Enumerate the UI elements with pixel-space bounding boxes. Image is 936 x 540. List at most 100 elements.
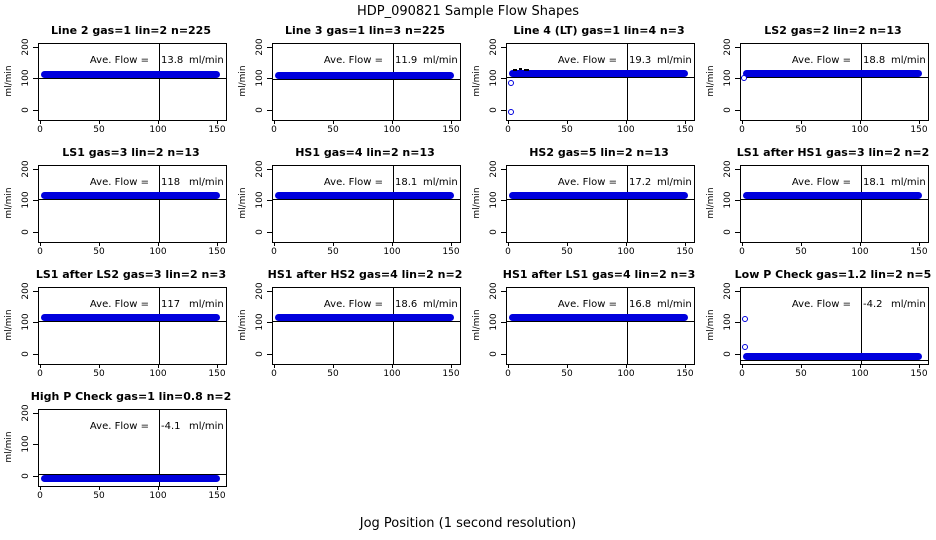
ave-flow-label: Ave. Flow = [323, 299, 383, 310]
trace-line-horizontal [273, 199, 460, 200]
x-tick-label: 0 [271, 369, 277, 379]
x-tick-label: 50 [327, 369, 339, 379]
y-tick-label: 200 [723, 160, 733, 178]
x-tick-label: 150 [910, 125, 928, 135]
flow-band [275, 192, 454, 199]
y-tick-label: 0 [489, 229, 499, 235]
flow-band [743, 192, 922, 199]
x-tick [217, 120, 218, 124]
y-tick-label: 100 [489, 191, 499, 209]
plot-box: Ave. Flow = 117 ml/min [38, 287, 227, 365]
y-tick [267, 200, 272, 201]
start-noise-mark [524, 69, 529, 71]
x-tick [274, 364, 275, 368]
y-tick [735, 78, 740, 79]
ave-flow-label: Ave. Flow = [557, 177, 617, 188]
ave-flow-unit: ml/min [423, 55, 458, 66]
x-tick-label: 150 [442, 125, 460, 135]
x-tick [451, 242, 452, 246]
y-tick [735, 110, 740, 111]
x-tick [274, 242, 275, 246]
x-tick [158, 486, 159, 490]
x-tick [508, 364, 509, 368]
x-tick [742, 242, 743, 246]
x-tick [99, 120, 100, 124]
x-tick [333, 364, 334, 368]
ave-flow-unit: ml/min [189, 299, 224, 310]
ave-flow-label: Ave. Flow = [323, 55, 383, 66]
plot-box: Ave. Flow = 16.8 ml/min [506, 287, 695, 365]
y-tick [33, 291, 38, 292]
y-axis-unit-label: ml/min [472, 65, 482, 97]
trace-line-horizontal [741, 77, 928, 78]
flow-panel: HS2 gas=5 lin=2 n=13 Ave. Flow = 17.2 ml/mi… [468, 144, 702, 266]
ref-line-vertical [861, 288, 862, 364]
ave-flow-unit: ml/min [657, 299, 692, 310]
y-tick-label: 100 [723, 191, 733, 209]
x-tick [40, 486, 41, 490]
y-axis-unit-label: ml/min [4, 65, 14, 97]
x-tick-label: 0 [739, 247, 745, 257]
plot-box: Ave. Flow = 13.8 ml/min [38, 43, 227, 121]
x-tick-label: 50 [795, 125, 807, 135]
x-tick-label: 150 [910, 369, 928, 379]
x-tick [451, 120, 452, 124]
flow-band [743, 353, 922, 360]
flow-band [509, 192, 688, 199]
x-tick [333, 120, 334, 124]
y-axis-unit-label: ml/min [472, 187, 482, 219]
y-tick-label: 100 [21, 313, 31, 331]
panel-title: LS1 after LS2 gas=3 lin=2 n=3 [35, 268, 227, 281]
x-tick-label: 150 [676, 369, 694, 379]
ave-flow-unit: ml/min [891, 299, 926, 310]
start-noise-mark [519, 68, 522, 70]
x-tick [158, 364, 159, 368]
ave-flow-unit: ml/min [657, 177, 692, 188]
panel-title: LS2 gas=2 lin=2 n=13 [764, 24, 902, 37]
ave-flow-label: Ave. Flow = [323, 177, 383, 188]
y-axis-unit-label: ml/min [4, 431, 14, 463]
y-tick [501, 47, 506, 48]
flow-panel: LS1 after HS1 gas=3 lin=2 n=2 Ave. Flow =… [702, 144, 936, 266]
flow-band [41, 314, 220, 321]
y-tick-label: 0 [255, 107, 265, 113]
plot-box: Ave. Flow = 118 ml/min [38, 165, 227, 243]
y-tick-label: 200 [255, 38, 265, 56]
flow-panel: LS1 after LS2 gas=3 lin=2 n=3 Ave. Flow =… [0, 266, 234, 388]
y-tick [267, 291, 272, 292]
panel-title: LS1 after HS1 gas=3 lin=2 n=2 [736, 146, 930, 159]
y-tick-label: 0 [21, 351, 31, 357]
ave-flow-unit: ml/min [423, 177, 458, 188]
x-tick-label: 0 [271, 125, 277, 135]
x-tick [801, 364, 802, 368]
x-tick [99, 242, 100, 246]
ave-flow-label: Ave. Flow = [791, 55, 851, 66]
x-tick [99, 364, 100, 368]
plot-box: Ave. Flow = 11.9 ml/min [272, 43, 461, 121]
x-tick-label: 150 [442, 247, 460, 257]
x-tick-label: 0 [739, 369, 745, 379]
y-tick-label: 200 [21, 282, 31, 300]
panel-title: Line 2 gas=1 lin=2 n=225 [50, 24, 211, 37]
ref-line-vertical [861, 166, 862, 242]
y-tick-label: 0 [255, 229, 265, 235]
flow-band [743, 70, 922, 77]
x-tick-label: 150 [208, 369, 226, 379]
ave-flow-value: 117 [161, 299, 181, 310]
y-tick [33, 169, 38, 170]
x-tick [626, 120, 627, 124]
y-tick-label: 200 [489, 282, 499, 300]
plot-box: Ave. Flow = 18.8 ml/min [740, 43, 929, 121]
y-tick [735, 169, 740, 170]
outlier-point [508, 109, 514, 115]
x-tick-label: 100 [149, 247, 167, 257]
ave-flow-value: 16.8 [629, 299, 652, 310]
y-tick-label: 0 [723, 229, 733, 235]
y-tick-label: 0 [489, 107, 499, 113]
x-tick [685, 364, 686, 368]
y-tick-label: 200 [21, 160, 31, 178]
x-tick [40, 364, 41, 368]
x-tick-label: 150 [676, 247, 694, 257]
x-tick [685, 120, 686, 124]
ave-flow-label: Ave. Flow = [791, 177, 851, 188]
